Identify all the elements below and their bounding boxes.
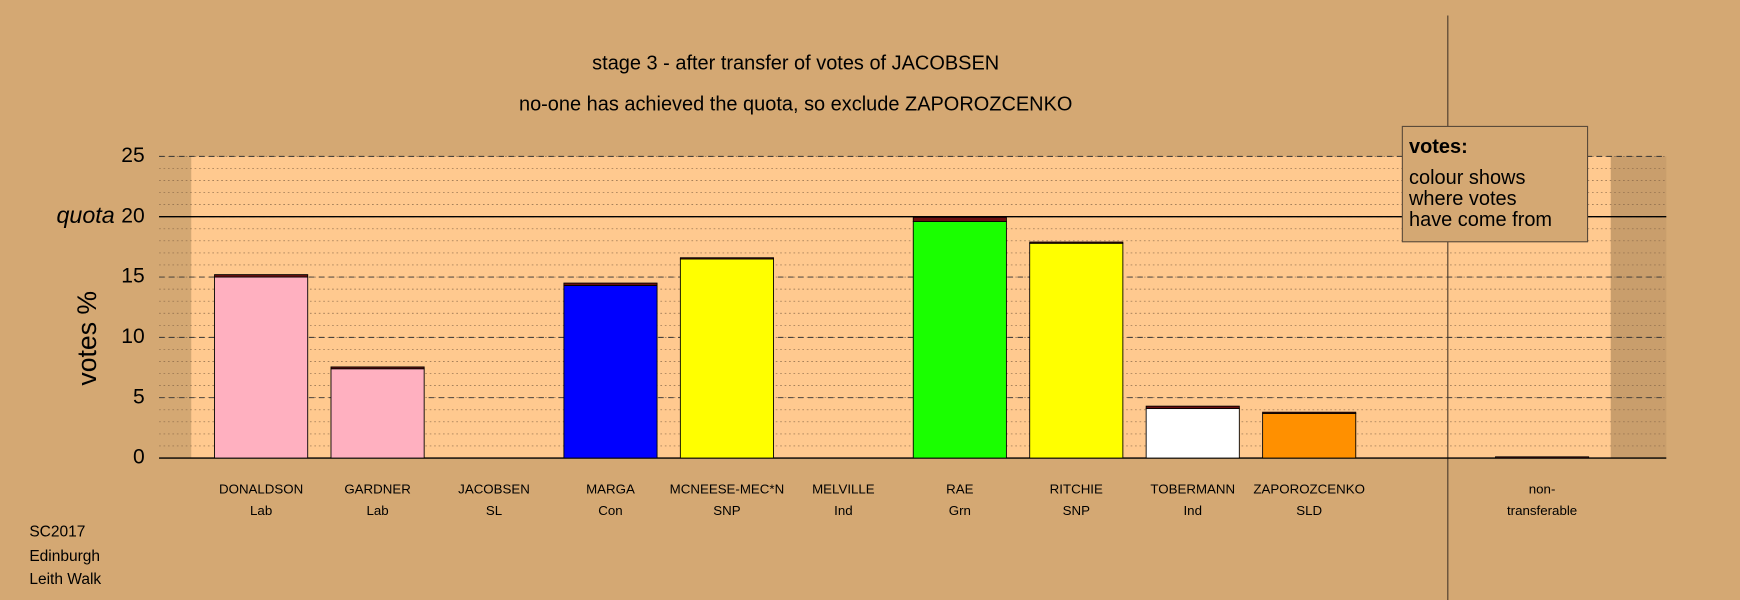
bar-segment (1262, 411, 1357, 414)
bar-segment (1029, 242, 1124, 459)
bar-segment (214, 276, 309, 459)
x-tick-label: RAE (946, 482, 973, 497)
y-tick-label: 5 (133, 385, 145, 408)
x-tick-sublabel: Lab (366, 503, 388, 518)
bar-segment (330, 366, 425, 370)
legend-title: votes: (1409, 136, 1468, 158)
y-tick-label: 20 (121, 204, 144, 227)
legend-text: have come from (1409, 209, 1552, 231)
x-tick-sublabel: Con (598, 503, 622, 518)
chart-subtitle: no-one has achieved the quota, so exclud… (519, 94, 1072, 116)
bar-segment (330, 368, 425, 459)
x-tick-label: TOBERMANN (1150, 482, 1235, 497)
bar-segment (1262, 412, 1357, 459)
x-tick-sublabel: Ind (834, 503, 853, 518)
x-tick-label: DONALDSON (219, 482, 303, 497)
x-tick-label: ZAPOROZCENKO (1253, 482, 1365, 497)
x-tick-label: GARDNER (344, 482, 410, 497)
y-tick-label: 15 (121, 265, 144, 288)
x-tick-sublabel: transferable (1507, 503, 1577, 518)
bar-segment (1145, 408, 1240, 459)
x-tick-label: RITCHIE (1050, 482, 1103, 497)
x-tick-label: MELVILLE (812, 482, 875, 497)
y-axis-label: votes % (72, 291, 102, 386)
chart-title: stage 3 - after transfer of votes of JAC… (592, 53, 999, 75)
x-tick-sublabel: Ind (1183, 503, 1202, 518)
y-tick-label: 0 (133, 446, 145, 469)
x-tick-sublabel: Grn (949, 503, 971, 518)
x-tick-sublabel: SL (486, 503, 502, 518)
plot-area (191, 156, 1611, 459)
bar-segment (214, 274, 309, 278)
bar-segment (912, 216, 1007, 222)
x-tick-sublabel: SLD (1296, 503, 1322, 518)
bar-segment (563, 285, 658, 459)
x-tick-label: MARGA (586, 482, 635, 497)
legend-box (1401, 125, 1589, 243)
bar-segment (679, 257, 774, 260)
bar-segment (679, 258, 774, 459)
x-tick-label: non- (1529, 482, 1556, 497)
plot-margin (1610, 156, 1667, 459)
legend: votes: colour shows where votes have com… (1401, 125, 1589, 243)
footnote: Leith Walk (29, 571, 101, 588)
legend-text: where votes (1408, 188, 1517, 210)
bar-segment (563, 282, 658, 286)
y-tick-label: 25 (121, 144, 144, 167)
x-tick-label: MCNEESE-MEC*N (670, 482, 785, 497)
x-tick-sublabel: Lab (250, 503, 272, 518)
legend-text: colour shows (1409, 167, 1525, 189)
footnote: SC2017 (29, 523, 85, 540)
y-tick-label: 10 (121, 325, 144, 348)
x-tick-label: JACOBSEN (458, 482, 530, 497)
quota-label: quota (56, 202, 114, 228)
bar-segment (1145, 405, 1240, 410)
bar-segment (1029, 241, 1124, 244)
x-tick-sublabel: SNP (1063, 503, 1090, 518)
bar-segment (912, 221, 1007, 459)
x-tick-sublabel: SNP (713, 503, 740, 518)
bar-segment (1495, 456, 1590, 459)
footnote: Edinburgh (29, 548, 100, 565)
